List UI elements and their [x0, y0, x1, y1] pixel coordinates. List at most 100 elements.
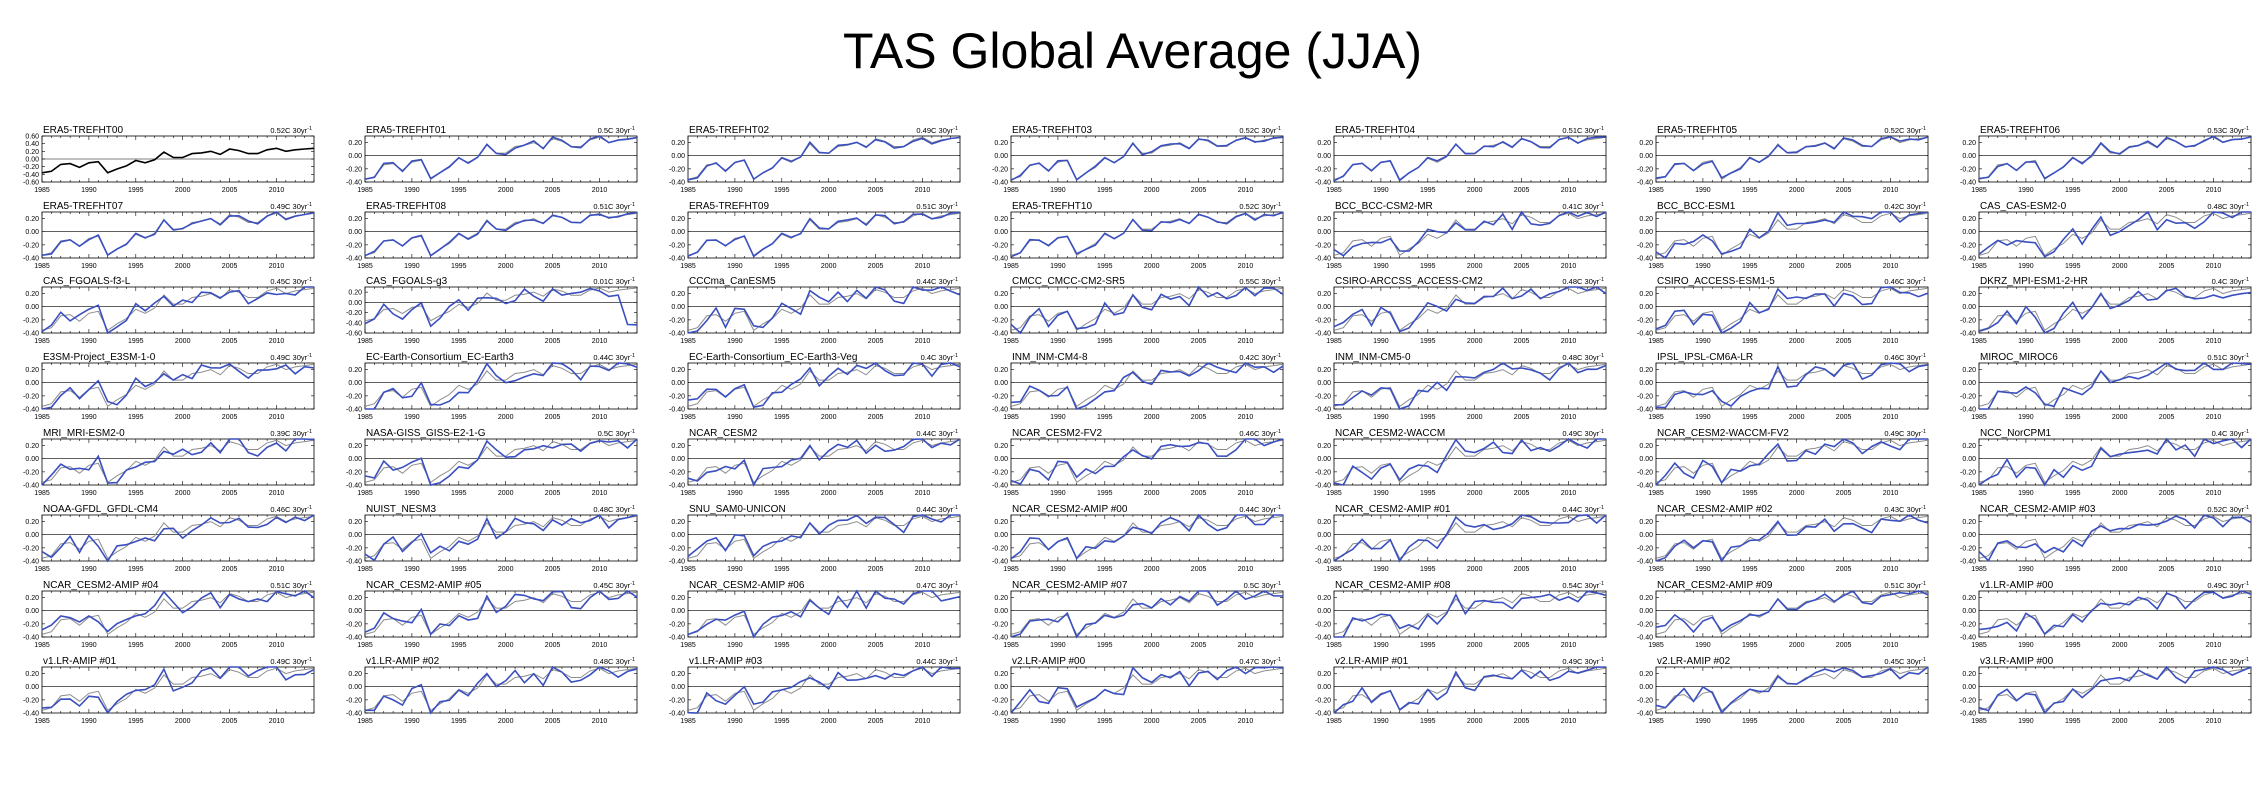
x-tick-label: 2010 [1561, 642, 1577, 649]
x-tick-label: 2005 [1514, 187, 1530, 194]
y-tick-label: -0.40 [992, 180, 1008, 187]
x-tick-label: 2000 [1144, 338, 1160, 345]
panel-title: NCAR_CESM2-FV2 [1012, 428, 1102, 439]
y-tick-label: -0.20 [992, 393, 1008, 400]
observation-series-line [41, 147, 315, 174]
y-tick-label: -0.40 [1637, 711, 1653, 718]
x-tick-label: 1990 [2018, 718, 2034, 725]
panel-trend-label: 0.5C 30yr-1 [1244, 581, 1281, 590]
x-tick-label: 2010 [1238, 338, 1254, 345]
x-tick-label: 2005 [868, 414, 884, 421]
panel-33: NCAR_CESM2-WACCM-FV2 0.49C 30yr-1 0.20 0.00… [1637, 428, 1929, 497]
x-tick-label: 1995 [1097, 642, 1113, 649]
x-tick-label: 2000 [1144, 263, 1160, 270]
y-tick-label: 0.00 [1639, 153, 1653, 160]
x-tick-label: 1990 [1373, 187, 1389, 194]
y-tick-label: -0.20 [346, 621, 362, 628]
x-tick-label: 2000 [498, 642, 514, 649]
y-tick-label: -0.40 [992, 407, 1008, 414]
y-tick-label: -0.40 [23, 483, 39, 490]
y-tick-label: -0.40 [346, 483, 362, 490]
model-series-line [1979, 362, 2252, 410]
x-tick-label: 2005 [1514, 338, 1530, 345]
y-tick-label: 0.00 [671, 532, 685, 539]
x-tick-label: 1985 [1648, 642, 1664, 649]
x-tick-label: 2005 [2159, 566, 2175, 573]
y-tick-label: -0.40 [669, 635, 685, 642]
panel-frame [1655, 211, 1929, 259]
x-tick-label: 2000 [821, 490, 837, 497]
panel-frame [687, 438, 961, 486]
x-tick-label: 2000 [1144, 490, 1160, 497]
y-tick-label: 0.00 [1639, 608, 1653, 615]
panel-trend-label: 0.52C 30yr-1 [1239, 126, 1281, 135]
y-tick-label: -0.20 [1960, 166, 1976, 173]
x-tick-label: 1995 [1742, 338, 1758, 345]
panel-title: IPSL_IPSL-CM6A-LR [1657, 352, 1753, 363]
x-tick-label: 1985 [357, 718, 373, 725]
panel-23: EC-Earth-Consortium_EC-Earth3-Veg 0.4C 30… [669, 352, 961, 421]
x-tick-label: 1995 [1097, 263, 1113, 270]
y-tick-label: -0.20 [1637, 621, 1653, 628]
y-tick-label: 0.00 [1317, 532, 1331, 539]
model-series-line [1978, 210, 2251, 258]
x-tick-label: 2010 [1883, 414, 1899, 421]
y-tick-label: 0.20 [671, 443, 685, 450]
panel-title: NCAR_CESM2-AMIP #04 [43, 580, 159, 591]
reference-series-line [687, 439, 961, 484]
reference-series-line [687, 287, 961, 332]
x-tick-label: 1990 [727, 414, 743, 421]
panel-frame [1010, 362, 1284, 410]
model-series-line [364, 211, 638, 257]
x-tick-label: 2005 [1514, 642, 1530, 649]
panel-title: INM_INM-CM4-8 [1012, 352, 1088, 363]
y-tick-label: -0.40 [346, 320, 362, 327]
x-tick-label: 2000 [2112, 490, 2128, 497]
y-tick-label: 0.20 [25, 216, 39, 223]
panel-trend-label: 0.44C 30yr-1 [1239, 505, 1281, 514]
x-tick-label: 2005 [2159, 263, 2175, 270]
x-tick-label: 1985 [1003, 263, 1019, 270]
panel-trend-label: 0.42C 30yr-1 [1239, 353, 1281, 362]
y-tick-label: 0.20 [671, 367, 685, 374]
x-tick-label: 2005 [2159, 338, 2175, 345]
panel-frame [1655, 135, 1929, 183]
y-tick-label: -0.40 [1637, 559, 1653, 566]
panel-title: EC-Earth-Consortium_EC-Earth3 [366, 352, 514, 363]
panel-title: CSIRO-ARCCSS_ACCESS-CM2 [1335, 276, 1483, 287]
x-tick-label: 1995 [128, 642, 144, 649]
y-tick-label: -0.20 [992, 469, 1008, 476]
x-tick-label: 1990 [81, 490, 97, 497]
x-tick-label: 2010 [1883, 490, 1899, 497]
panel-frame [1978, 135, 2252, 183]
x-tick-label: 2000 [175, 414, 191, 421]
model-series-line [687, 211, 961, 258]
x-tick-label: 1985 [1326, 642, 1342, 649]
panel-6: ERA5-TREFHT06 0.53C 30yr-1 0.20 0.00 -0.20 -0… [1960, 125, 2252, 194]
panel-frame [1655, 438, 1929, 486]
reference-series-line [364, 136, 638, 181]
reference-series-line [1333, 363, 1607, 408]
x-tick-label: 1985 [1326, 187, 1342, 194]
y-tick-label: 0.00 [1317, 456, 1331, 463]
panel-trend-label: 0.51C 30yr-1 [593, 202, 635, 211]
x-tick-label: 2000 [1144, 566, 1160, 573]
x-tick-label: 2000 [1789, 338, 1805, 345]
reference-series-line [1655, 515, 1929, 560]
y-tick-label: -0.60 [346, 331, 362, 338]
x-tick-label: 2000 [1789, 414, 1805, 421]
model-series-line [1655, 589, 1929, 634]
x-tick-label: 2010 [592, 338, 608, 345]
x-tick-label: 1990 [1373, 642, 1389, 649]
y-tick-label: 0.00 [25, 456, 39, 463]
panel-frame [41, 590, 315, 638]
panel-35: NOAA-GFDL_GFDL-CM4 0.46C 30yr-1 0.20 0.00 -0… [23, 504, 315, 573]
x-tick-label: 2005 [545, 263, 561, 270]
x-tick-label: 2010 [269, 718, 285, 725]
x-tick-label: 1990 [1695, 338, 1711, 345]
x-tick-label: 2010 [1883, 338, 1899, 345]
panel-trend-label: 0.01C 30yr-1 [593, 277, 635, 286]
x-tick-label: 2010 [1883, 718, 1899, 725]
x-tick-label: 2000 [821, 414, 837, 421]
panel-trend-label: 0.46C 30yr-1 [270, 505, 312, 514]
